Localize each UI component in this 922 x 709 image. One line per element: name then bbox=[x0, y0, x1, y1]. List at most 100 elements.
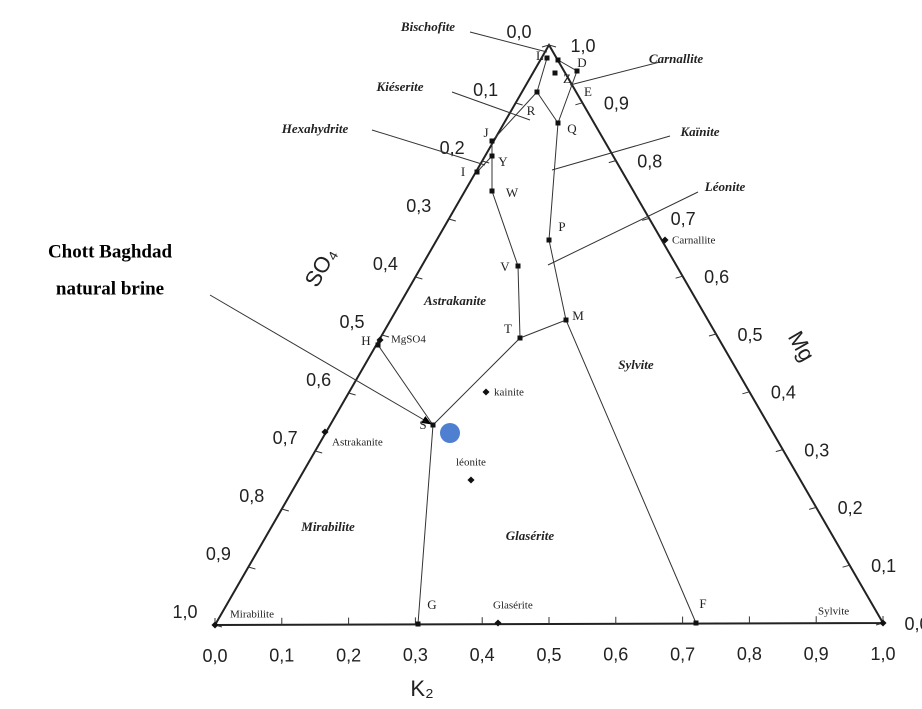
tick-label: 0,5 bbox=[536, 645, 561, 665]
tick-label: 0,7 bbox=[273, 428, 298, 448]
tick-label: 0,8 bbox=[637, 151, 662, 171]
tick-label: 0,1 bbox=[473, 80, 498, 100]
tick-mark bbox=[775, 449, 783, 453]
leader-line bbox=[371, 129, 486, 166]
annotation: natural brine bbox=[56, 278, 164, 299]
tick-mark bbox=[515, 102, 523, 106]
mineral-label: kainite bbox=[494, 387, 524, 399]
tick-label: 0,8 bbox=[737, 644, 762, 664]
leader-line bbox=[469, 31, 548, 53]
tick-label: 0,1 bbox=[871, 556, 896, 576]
field-label: Kaïnite bbox=[679, 124, 719, 139]
tick-mark bbox=[708, 333, 717, 337]
region-label: Glasérite bbox=[506, 528, 555, 543]
region-label: Mirabilite bbox=[300, 519, 355, 534]
point-label: J bbox=[483, 125, 488, 140]
tick-mark bbox=[248, 566, 256, 570]
mineral-label: Glasérite bbox=[493, 600, 533, 612]
point-marker bbox=[474, 169, 480, 175]
tick-mark bbox=[842, 564, 850, 568]
point-label: Y bbox=[498, 154, 508, 169]
tick-mark bbox=[548, 44, 557, 48]
mineral-marker bbox=[321, 428, 329, 436]
tick-label: 0,9 bbox=[804, 644, 829, 664]
tick-label: 0,4 bbox=[373, 254, 398, 274]
tick-label: 0,0 bbox=[904, 614, 922, 634]
tick-mark bbox=[415, 276, 423, 280]
tick-label: 0,3 bbox=[406, 196, 431, 216]
point-marker bbox=[517, 335, 523, 341]
tick-mark bbox=[575, 102, 583, 106]
mineral-marker bbox=[879, 619, 887, 627]
tick-label: 1,0 bbox=[570, 36, 595, 56]
field-label: Hexahydrite bbox=[281, 121, 349, 136]
tick-label: 0,3 bbox=[403, 645, 428, 665]
axis-title: Mg bbox=[783, 327, 820, 366]
leader-line bbox=[569, 61, 661, 86]
tick-mark bbox=[281, 508, 289, 512]
tick-mark bbox=[742, 391, 750, 395]
region-label: Astrakanite bbox=[423, 293, 486, 308]
tick-label: 0,8 bbox=[239, 486, 264, 506]
mineral-label: Astrakanite bbox=[332, 437, 383, 449]
tick-label: 1,0 bbox=[870, 644, 895, 664]
point-marker bbox=[563, 317, 569, 323]
mineral-marker bbox=[211, 621, 219, 629]
tick-label: 1,0 bbox=[172, 602, 197, 622]
tick-label: 0,9 bbox=[206, 544, 231, 564]
point-marker bbox=[574, 68, 580, 74]
leader-line bbox=[547, 191, 699, 266]
point-marker bbox=[555, 57, 561, 63]
region-label: Sylvite bbox=[618, 357, 654, 372]
mineral-label: Sylvite bbox=[818, 606, 849, 618]
point-marker bbox=[430, 422, 436, 428]
tick-label: 0,2 bbox=[838, 498, 863, 518]
mineral-marker bbox=[494, 619, 502, 627]
mineral-marker bbox=[482, 388, 490, 396]
annotation: Chott Baghdad bbox=[48, 241, 172, 262]
tick-label: 0,4 bbox=[771, 383, 796, 403]
point-marker bbox=[489, 153, 495, 159]
point-marker bbox=[375, 342, 381, 348]
tick-mark bbox=[809, 506, 817, 510]
mineral-marker bbox=[376, 336, 384, 344]
point-label: T bbox=[504, 321, 512, 336]
point-label: S bbox=[419, 417, 426, 432]
point-marker bbox=[489, 138, 495, 144]
point-label: G bbox=[427, 597, 436, 612]
point-label: R bbox=[527, 103, 536, 118]
point-marker bbox=[555, 120, 561, 126]
brine-point bbox=[440, 423, 460, 443]
field-label: Carnallite bbox=[649, 51, 703, 66]
tick-label: 0,6 bbox=[704, 267, 729, 287]
point-marker bbox=[415, 621, 421, 627]
point-label: Z bbox=[563, 71, 571, 86]
mineral-label: léonite bbox=[456, 457, 486, 469]
point-label: E bbox=[584, 84, 592, 99]
tick-mark bbox=[482, 160, 490, 164]
tick-mark bbox=[448, 218, 456, 222]
tick-label: 0,0 bbox=[506, 22, 531, 42]
point-label: L bbox=[536, 48, 544, 63]
field-label: Léonite bbox=[704, 179, 746, 194]
point-marker bbox=[544, 55, 550, 61]
point-marker bbox=[552, 70, 558, 76]
tick-label: 0,3 bbox=[804, 440, 829, 460]
mineral-marker bbox=[661, 236, 669, 244]
point-label: Q bbox=[567, 121, 577, 136]
tick-label: 0,7 bbox=[670, 644, 695, 664]
tick-mark bbox=[315, 450, 323, 454]
point-label: W bbox=[506, 185, 519, 200]
point-marker bbox=[546, 237, 552, 243]
point-marker bbox=[515, 263, 521, 269]
leader-line bbox=[451, 91, 531, 121]
point-label: P bbox=[558, 219, 565, 234]
point-label: V bbox=[500, 259, 510, 274]
tick-label: 0,0 bbox=[202, 646, 227, 666]
point-marker bbox=[489, 188, 495, 194]
mineral-label: Carnallite bbox=[672, 235, 715, 247]
point-label: M bbox=[572, 308, 584, 323]
axis-title: SO₄ bbox=[300, 243, 342, 291]
tick-label: 0,6 bbox=[603, 645, 628, 665]
